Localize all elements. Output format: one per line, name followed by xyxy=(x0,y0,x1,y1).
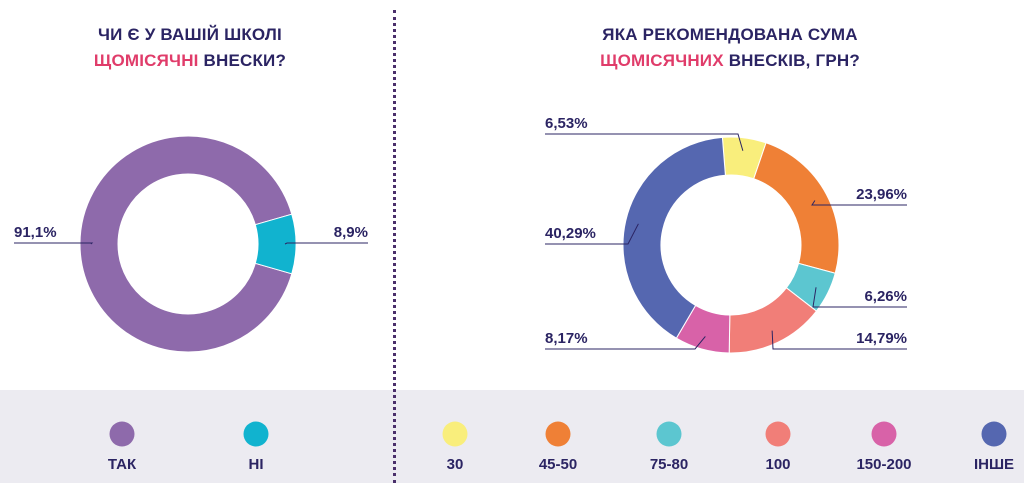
legend2-label-3: 100 xyxy=(765,456,790,473)
donut2-leader-5 xyxy=(545,223,639,245)
legend1-label-0: ТАК xyxy=(108,456,137,473)
legend2-label-2: 75-80 xyxy=(650,456,688,473)
donut2-leader-1 xyxy=(811,200,907,206)
legend1-swatch-1 xyxy=(243,421,269,447)
right-title-line1: ЯКА РЕКОМЕНДОВАНА СУМА xyxy=(602,25,858,44)
donut1-slice-0 xyxy=(79,135,293,353)
left-chart-title: ЧИ Є У ВАШІЙ ШКОЛІ ЩОМІСЯЧНІ ВНЕСКИ? xyxy=(40,22,340,74)
donut2-leader-4 xyxy=(545,336,706,350)
left-title-line2: ЩОМІСЯЧНІ ВНЕСКИ? xyxy=(40,48,340,74)
legend2-label-5: ІНШЕ xyxy=(974,456,1014,473)
section-divider xyxy=(393,10,396,483)
donut2-leader-0 xyxy=(545,133,744,151)
legend2-label-4: 150-200 xyxy=(856,456,911,473)
legend-band xyxy=(0,390,1024,483)
right-chart-title: ЯКА РЕКОМЕНДОВАНА СУМА ЩОМІСЯЧНИХ ВНЕСКІ… xyxy=(560,22,900,74)
legend2-swatch-2 xyxy=(656,421,682,447)
legend2-swatch-3 xyxy=(765,421,791,447)
donut1-leader-0 xyxy=(14,242,94,245)
donut2-leader-3 xyxy=(771,330,907,350)
donut2-leader-2 xyxy=(812,287,907,308)
donut1-slice-1 xyxy=(254,213,297,275)
left-title-highlight: ЩОМІСЯЧНІ xyxy=(93,51,199,70)
legend2-swatch-5 xyxy=(981,421,1007,447)
donut2-label-2: 6,26% xyxy=(864,288,907,305)
legend2-swatch-4 xyxy=(871,421,897,447)
donut1-label-0: 91,1% xyxy=(14,224,57,241)
legend2-swatch-1 xyxy=(545,421,571,447)
donut2-label-1: 23,96% xyxy=(856,186,907,203)
right-title-rest: ВНЕСКІВ, ГРН? xyxy=(723,51,860,70)
donut1-label-1: 8,9% xyxy=(334,224,368,241)
donut1-leader-1 xyxy=(284,242,368,245)
left-title-line1: ЧИ Є У ВАШІЙ ШКОЛІ xyxy=(98,25,282,44)
donut2-label-5: 40,29% xyxy=(545,225,596,242)
donut2-slice-1 xyxy=(753,142,840,274)
legend2-label-1: 45-50 xyxy=(539,456,577,473)
legend2-label-0: 30 xyxy=(447,456,464,473)
right-title-line2: ЩОМІСЯЧНИХ ВНЕСКІВ, ГРН? xyxy=(560,48,900,74)
donut2-label-3: 14,79% xyxy=(856,330,907,347)
donut2-label-0: 6,53% xyxy=(545,115,588,132)
donut2-label-4: 8,17% xyxy=(545,330,588,347)
left-title-rest: ВНЕСКИ? xyxy=(198,51,287,70)
donut2-slice-5 xyxy=(622,136,726,339)
right-title-highlight: ЩОМІСЯЧНИХ xyxy=(600,51,724,70)
legend1-swatch-0 xyxy=(109,421,135,447)
legend2-swatch-0 xyxy=(442,421,468,447)
legend1-label-1: НІ xyxy=(249,456,264,473)
